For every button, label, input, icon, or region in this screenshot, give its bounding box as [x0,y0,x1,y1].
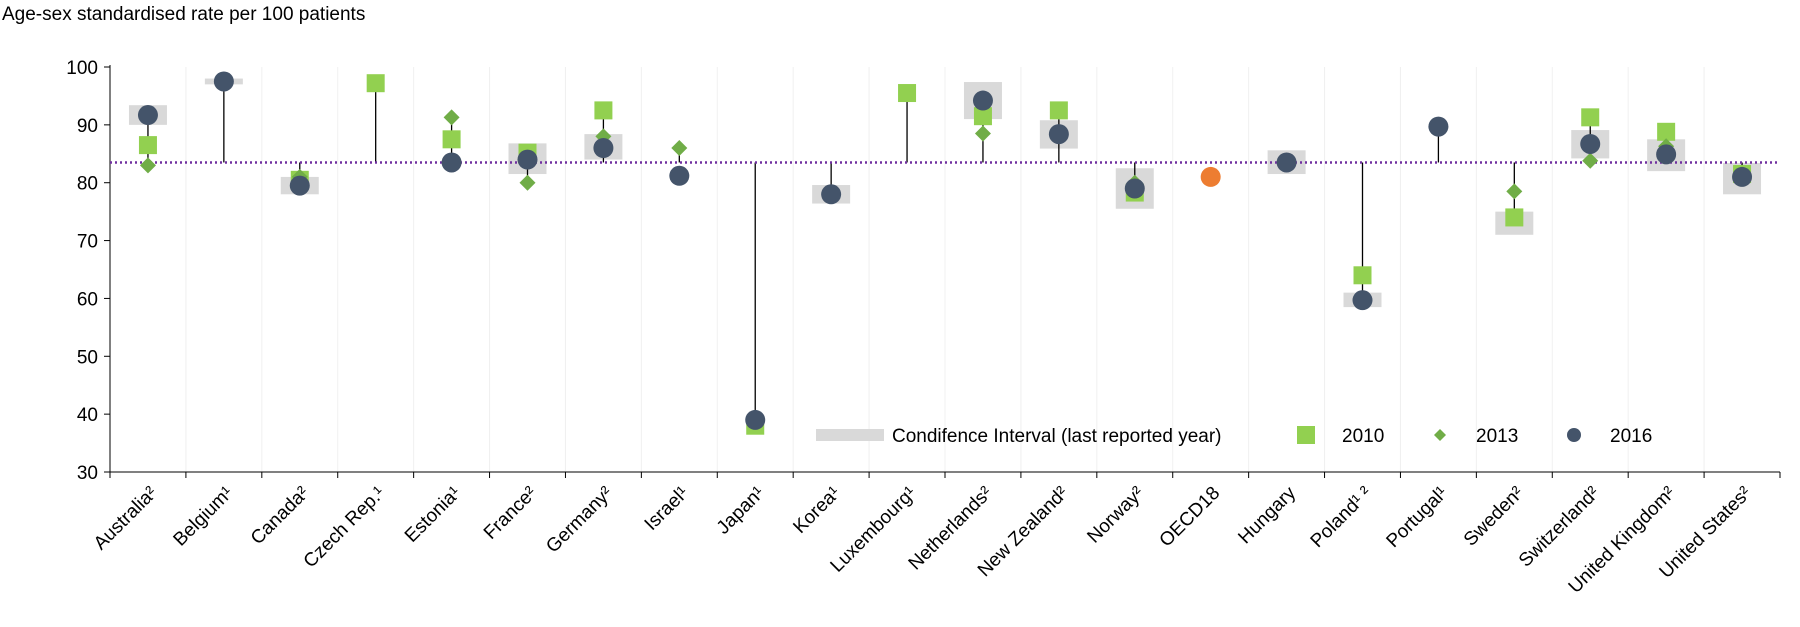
marker-2010 [973,107,992,126]
marker-2016 [1428,116,1449,137]
x-tick-label: Japan¹ [713,483,769,539]
x-tick-label: Sweden² [1460,483,1528,551]
marker-2016 [1124,178,1145,199]
x-tick-label: Canada² [247,483,313,549]
y-tick-label: 60 [77,289,98,310]
x-tick-label: OECD18 [1156,483,1225,552]
marker-2010 [442,130,461,149]
x-tick-label: Estonia¹ [401,483,465,547]
y-tick-label: 100 [66,58,98,79]
marker-2013 [519,174,536,191]
x-tick-label: Germany² [542,483,617,558]
marker-2016 [1352,290,1373,311]
x-tick-label: Hungary [1234,482,1300,548]
marker-2016 [972,90,993,111]
x-tick-label: Portugal¹ [1383,483,1452,552]
marker-2010 [898,84,917,103]
marker-2010 [1505,208,1524,227]
marker-2010 [1049,101,1068,120]
x-tick-label: Israel¹ [641,483,693,535]
marker-2016 [821,184,842,205]
marker-2013 [1582,152,1599,169]
y-tick-label: 30 [77,463,98,484]
marker-2016 [745,409,766,430]
x-tick-label: Poland¹ ² [1307,483,1376,552]
y-tick-label: 40 [77,405,98,426]
marker-2016 [213,71,234,92]
marker-2010 [366,74,385,93]
x-tick-label: Australia² [90,483,162,555]
y-tick-label: 90 [77,116,98,137]
marker-2016 [1276,152,1297,173]
oecd-average-point [1200,166,1221,187]
x-tick-label: Norway² [1083,483,1148,548]
y-tick-label: 80 [77,174,98,195]
marker-2013 [1506,183,1523,200]
marker-2016 [137,105,158,126]
marker-2016 [1580,133,1601,154]
legend-label-2013: 2013 [1476,426,1518,447]
marker-2010 [1657,122,1676,141]
marker-2016 [669,165,690,186]
marker-2013 [139,157,156,174]
marker-2016 [1048,124,1069,145]
marker-2016 [517,149,538,170]
marker-2016 [1656,144,1677,165]
marker-2010 [1353,266,1372,285]
marker-2010 [594,101,613,120]
legend-label-2010: 2010 [1342,426,1384,447]
marker-2016 [593,138,614,158]
y-tick-label: 70 [77,232,98,253]
marker-2013 [443,109,460,126]
x-tick-label: Korea¹ [789,483,844,538]
y-axis-label: Age-sex standardised rate per 100 patien… [2,4,366,25]
marker-2016 [289,175,310,196]
x-tick-label: Czech Rep.¹ [300,483,390,573]
marker-2013 [974,125,991,142]
marker-2010 [1581,108,1600,127]
y-tick-label: 50 [77,347,98,368]
legend-ci-label: Condifence Interval (last reported year) [892,426,1222,447]
legend-marker-2010 [1297,426,1315,444]
legend-marker-2013 [1434,429,1446,441]
legend-label-2016: 2016 [1610,426,1652,447]
marker-2010 [138,136,157,155]
legend-marker-2016 [1567,428,1581,442]
marker-2016 [441,152,462,173]
marker-2016 [1732,166,1753,187]
x-tick-label: Belgium¹ [170,483,238,551]
marker-2013 [671,140,688,156]
x-tick-label: France² [480,483,541,544]
legend-ci-swatch [816,429,884,441]
